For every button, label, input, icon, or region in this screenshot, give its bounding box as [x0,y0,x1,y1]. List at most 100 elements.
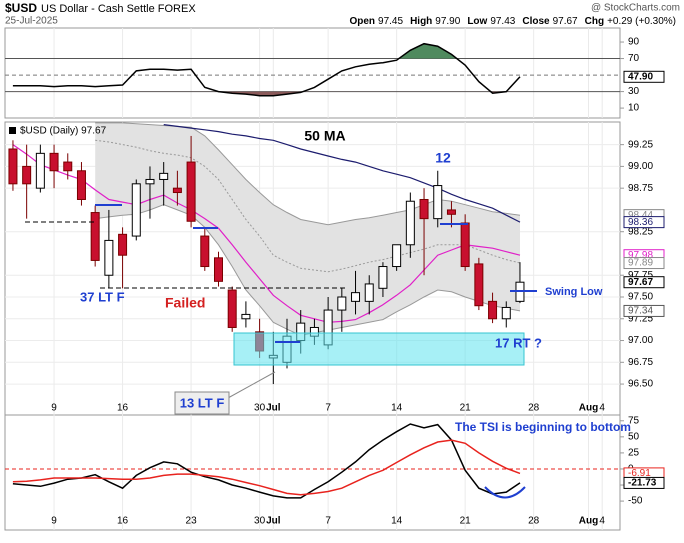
x-tick-label: 14 [391,403,403,414]
quote-value: 97.90 [435,16,460,27]
x-tick-label: 14 [391,516,403,527]
title: $USD US Dollar - Cash Settle FOREX [5,1,196,15]
annotation: 37 LT F [80,289,125,304]
x-tick-label: 21 [460,516,472,527]
candle-body [118,233,128,256]
candle-body [145,178,155,185]
quote-label: Low [467,16,487,27]
x-tick-label: 30 [254,403,266,414]
candle-body [104,239,114,276]
value-tag [623,216,665,229]
candle-body [501,306,511,320]
support-zone [233,332,525,366]
y-tick-label: 97.00 [628,335,653,346]
annotation: Swing Low [545,286,603,298]
value-tag-label: -6.91 [628,468,651,479]
date: 25-Jul-2025 [5,16,58,27]
x-tick-label: 16 [117,403,129,414]
candle-body [474,263,484,307]
value-tag [623,257,665,270]
candle-body [351,292,361,302]
bottom-arc [484,486,526,499]
y-tick-label: 96.50 [628,379,653,390]
annotation: The TSI is beginning to bottom [455,420,631,434]
candle-body [35,152,45,189]
candle-body [392,244,402,268]
y-tick-label: 25 [628,448,640,459]
candle-body [49,152,59,172]
y-tick-label: 97.75 [628,270,653,281]
quote: Open 97.45 High 97.90 Low 97.43 Close 97.67 Chg +… [349,16,676,27]
band-middle [95,139,521,273]
drawings [9,127,537,499]
quote-value: 97.67 [553,16,578,27]
value-tag-label: 47.90 [628,71,653,82]
y-tick-label: 98.75 [628,183,653,194]
overbought-fill [398,43,457,59]
value-tag [623,304,665,317]
x-tick-label: Jul [266,403,281,414]
y-tick-label: 97.25 [628,313,653,324]
indicator-line [12,42,521,97]
candle-body [63,161,73,172]
candle-body [131,183,141,237]
y-tick-label: 96.75 [628,357,653,368]
x-tick-label: Aug [579,516,598,527]
y-tick-label: 50 [628,431,640,442]
candle-body [22,165,32,185]
overlay-layer [12,122,521,336]
candle-body [405,200,415,246]
indicator-line [12,439,521,496]
quote-label: Close [522,16,550,27]
candle-body [337,296,347,311]
annotation: 13 LT F [180,395,225,410]
quote-label: Chg [585,16,604,27]
indicator-line [12,423,521,499]
moving-average [12,144,521,323]
y-tick-label: 90 [628,37,640,48]
y-tick-label: 30 [628,86,640,97]
y-tick-label: 10 [628,103,640,114]
callout-box [174,391,230,415]
instrument-name: US Dollar - Cash Settle FOREX [41,3,196,15]
candle-body [241,313,251,320]
value-tag-label: -21.73 [628,478,657,489]
x-tick-label: 7 [325,516,331,527]
oversold-fill [12,91,520,96]
rsi-panel [4,27,621,119]
moving-average [163,124,521,223]
value-tag-label: 98.44 [628,210,653,221]
value-tag-label: 97.89 [628,258,653,269]
candle-body [433,185,443,220]
callout-pointer [227,371,276,399]
x-tick-label: 16 [117,516,129,527]
candle-body [200,235,210,268]
y-tick-label: 97.50 [628,292,653,303]
x-tick-label: 28 [528,403,540,414]
quote-value: 97.43 [490,16,515,27]
plot: 9070301047.9099.2599.0098.7598.2597.7597… [5,28,665,530]
quote-value: +0.29 (+0.30%) [607,16,676,27]
x-tick-label: 4 [599,516,605,527]
symbol: $USD [5,1,37,15]
x-tick-label: Aug [579,403,598,414]
value-tag-label: 98.36 [628,217,653,228]
value-tag [623,476,665,489]
candle-body [419,198,429,220]
value-tag [623,70,665,83]
candle-body [378,266,388,289]
candle-body [8,148,18,185]
annotation: 17 RT ? [495,335,542,350]
candle-body [364,283,374,302]
band-upper [95,122,521,226]
y-tick-label: 75 [628,415,640,426]
candle-body [488,300,498,320]
x-tick-label: 7 [325,403,331,414]
candle-body [186,161,196,222]
annotation: Failed [165,295,205,311]
annotation: 50 MA [304,128,345,144]
annotation: 12 [435,150,451,166]
candle-body [446,209,456,215]
y-tick-label: 70 [628,53,640,64]
